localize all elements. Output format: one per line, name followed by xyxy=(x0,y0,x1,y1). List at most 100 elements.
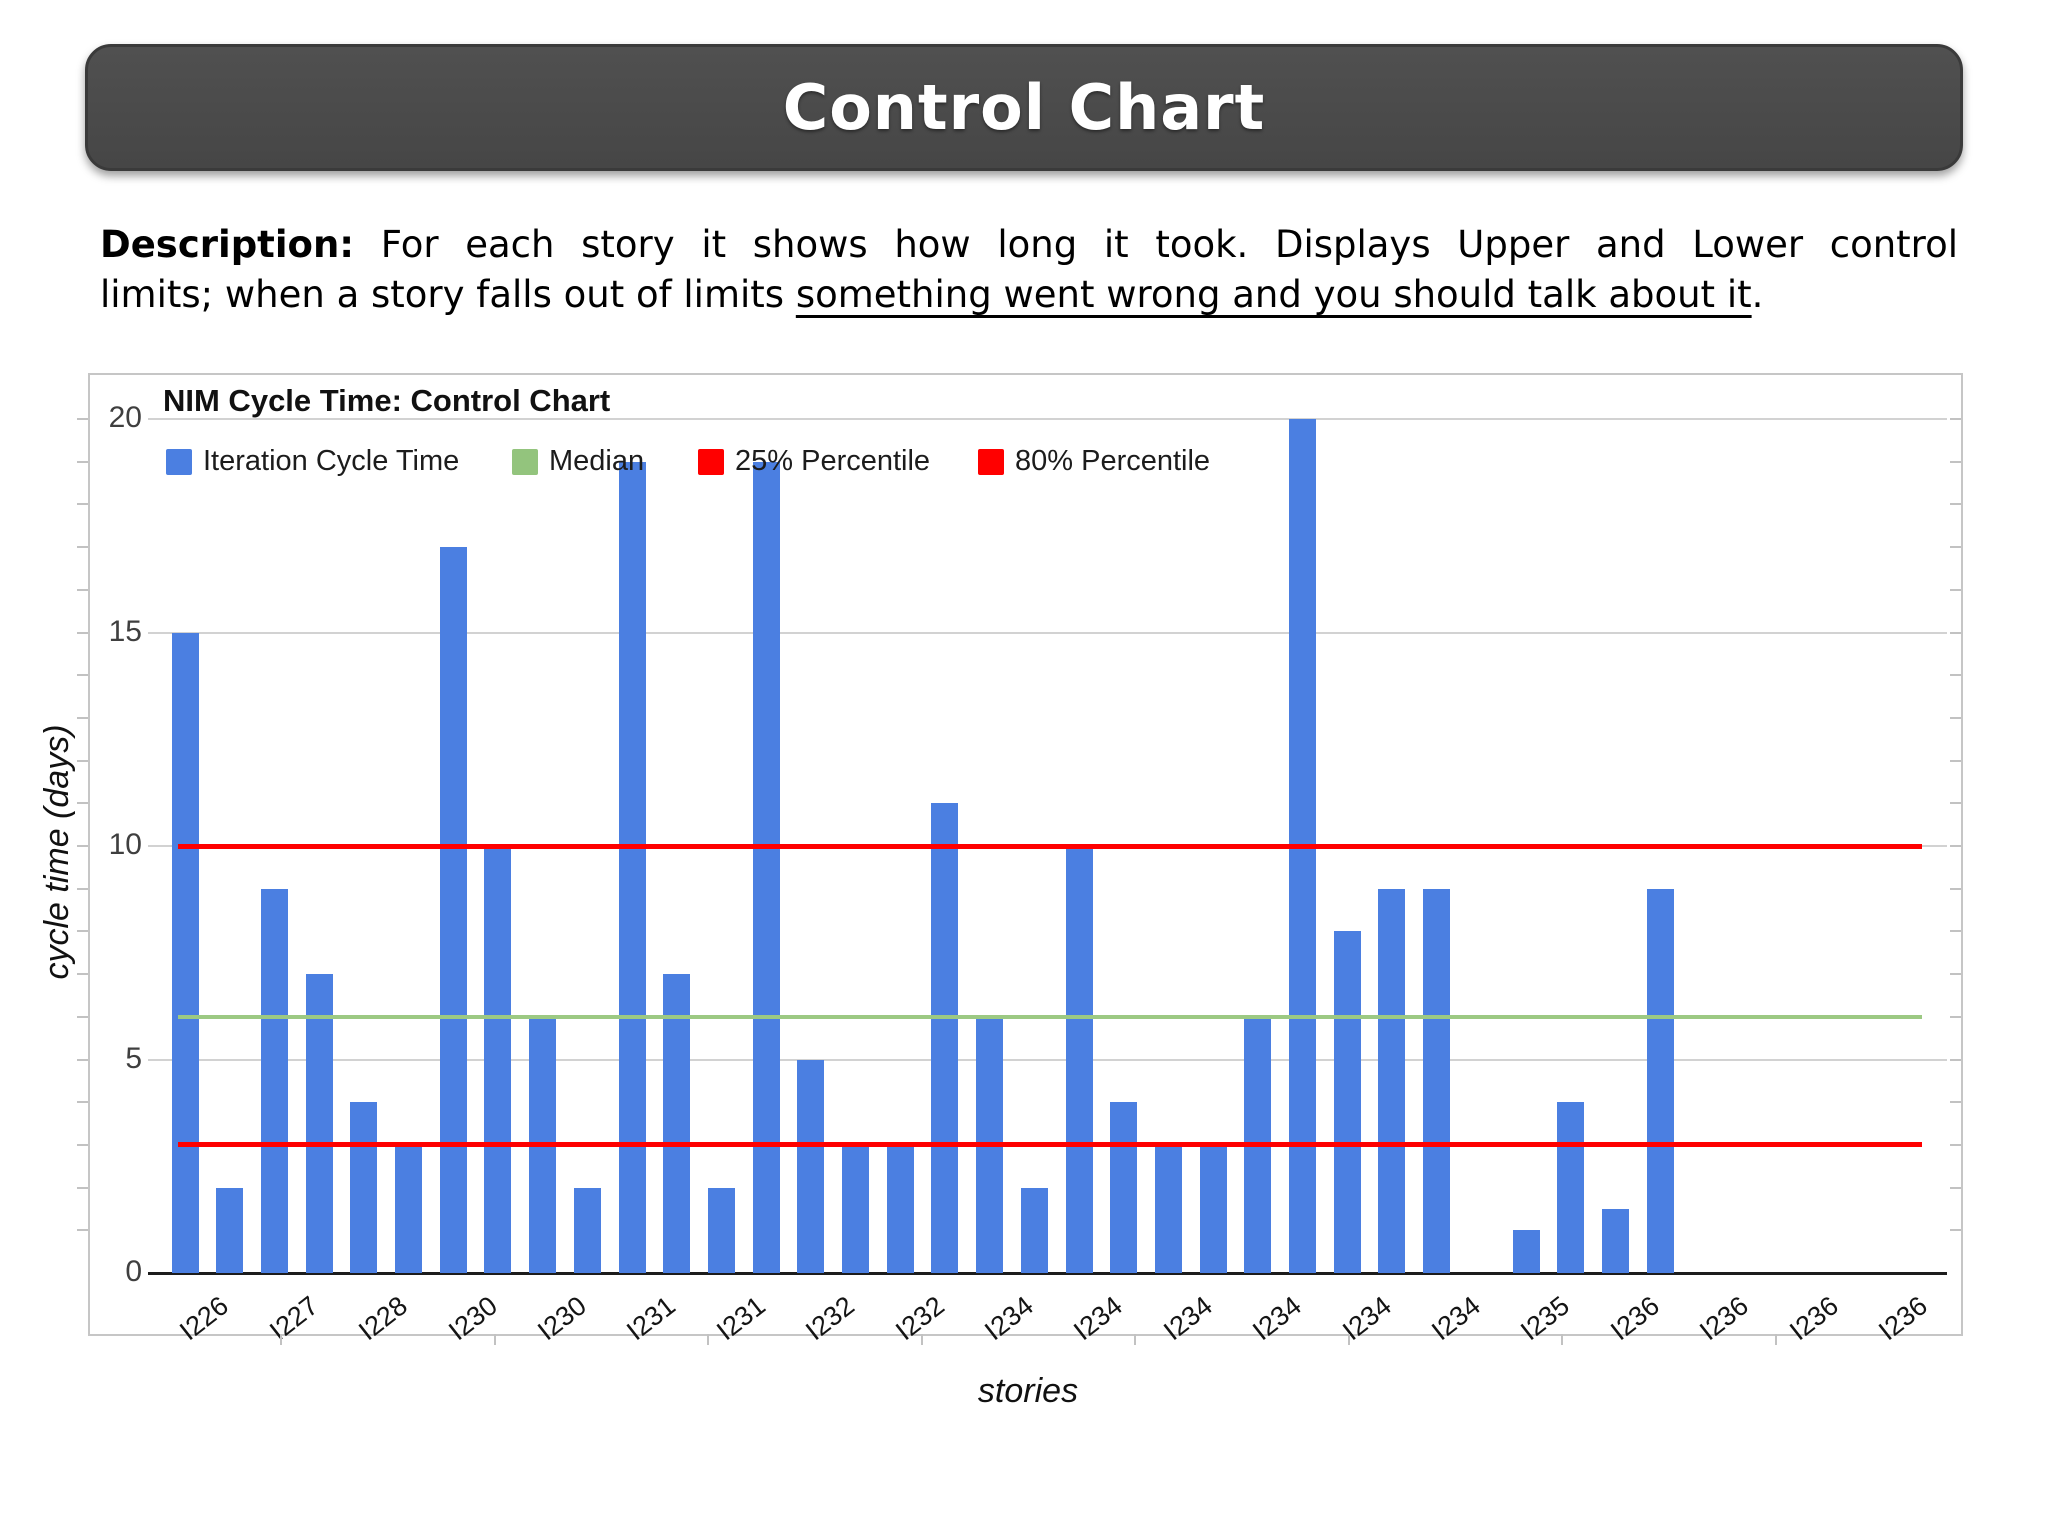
bottom-border-tick xyxy=(920,1334,923,1345)
legend-item: 25% Percentile xyxy=(698,445,930,478)
left-border-tick xyxy=(77,802,88,805)
left-border-tick xyxy=(77,1015,88,1018)
legend-item: Median xyxy=(512,445,644,478)
left-border-tick xyxy=(77,973,88,976)
x-tick-label: I235 xyxy=(1515,1290,1576,1347)
left-border-tick xyxy=(77,546,88,549)
x-tick-label: I231 xyxy=(621,1290,682,1347)
left-border-tick xyxy=(77,716,88,719)
cycle-time-bar xyxy=(260,888,288,1273)
cycle-time-bar xyxy=(1378,888,1406,1273)
cycle-time-bar xyxy=(1154,1144,1182,1273)
bottom-border-tick xyxy=(280,1334,282,1345)
left-border-tick xyxy=(77,887,88,890)
chart-title: NIM Cycle Time: Control Chart xyxy=(163,383,611,418)
y-tick-label: 10 xyxy=(108,828,142,861)
left-border-tick xyxy=(77,845,88,847)
cycle-time-bar xyxy=(1020,1187,1048,1273)
legend-label: Iteration Cycle Time xyxy=(203,445,460,477)
right-border-tick xyxy=(1950,759,1961,762)
cycle-time-bar xyxy=(439,547,467,1273)
x-tick-label: I226 xyxy=(174,1290,235,1347)
bottom-border-tick xyxy=(1774,1334,1777,1345)
right-border-tick xyxy=(1950,716,1961,719)
cycle-time-bar xyxy=(886,1144,914,1273)
cycle-time-bar xyxy=(842,1144,869,1273)
cycle-time-bar xyxy=(1199,1144,1227,1273)
lower-percentile-line xyxy=(178,1142,1922,1148)
gridline-5 xyxy=(148,1058,1947,1061)
cycle-time-bar xyxy=(618,461,646,1273)
cycle-time-bar xyxy=(171,632,199,1273)
right-border-tick xyxy=(1950,588,1961,591)
title-bar: Control Chart xyxy=(85,44,1963,171)
right-border-tick xyxy=(1950,1058,1961,1061)
x-tick-label: I236 xyxy=(1694,1290,1755,1347)
x-tick-label: I230 xyxy=(531,1290,592,1347)
x-tick-label: I236 xyxy=(1783,1290,1844,1347)
bottom-border-tick xyxy=(1561,1334,1563,1345)
legend-swatch xyxy=(166,448,192,475)
legend-label: Median xyxy=(549,445,645,477)
x-tick-label: I228 xyxy=(353,1290,414,1347)
page-title: Control Chart xyxy=(782,71,1266,144)
left-border-tick xyxy=(77,460,88,463)
bottom-border-tick xyxy=(1347,1334,1350,1345)
legend-swatch xyxy=(512,448,538,475)
description-label: Description: xyxy=(100,223,355,266)
right-border-tick xyxy=(1950,418,1961,420)
cycle-time-bar xyxy=(707,1187,735,1273)
right-border-tick xyxy=(1950,845,1961,847)
legend-label: 80% Percentile xyxy=(1015,445,1211,477)
x-tick-label: I234 xyxy=(1157,1290,1218,1347)
y-tick-label: 0 xyxy=(125,1255,142,1288)
right-border-tick xyxy=(1950,546,1961,549)
legend-item: Iteration Cycle Time xyxy=(166,445,459,478)
right-border-tick xyxy=(1950,1143,1961,1146)
x-axis-title: stories xyxy=(977,1372,1079,1410)
cycle-time-bar xyxy=(484,846,512,1273)
x-tick-label: I234 xyxy=(1068,1290,1129,1347)
x-axis-line xyxy=(148,1272,1947,1275)
x-tick-label: I231 xyxy=(710,1290,771,1347)
right-border-tick xyxy=(1950,674,1961,677)
description-line-2: limits; when a story falls out of limits… xyxy=(100,270,1958,320)
x-tick-label: I234 xyxy=(1425,1290,1486,1347)
description: Description: For each story it shows how… xyxy=(100,220,1958,320)
left-border-tick xyxy=(77,1186,88,1189)
description-text: For each story it shows how long it took… xyxy=(354,223,1958,266)
x-tick-label: I234 xyxy=(1336,1290,1397,1347)
x-tick-label: I234 xyxy=(1247,1290,1308,1347)
left-border-tick xyxy=(77,930,88,933)
x-tick-label: I236 xyxy=(1872,1290,1933,1347)
legend-label: 25% Percentile xyxy=(735,445,931,477)
x-tick-label: I236 xyxy=(1604,1290,1665,1347)
right-border-tick xyxy=(1950,1015,1961,1018)
bottom-border-tick xyxy=(493,1334,496,1345)
cycle-time-bar xyxy=(1110,1102,1138,1273)
cycle-time-bar xyxy=(350,1102,378,1273)
x-tick-label: I232 xyxy=(800,1290,861,1347)
legend-item: 80% Percentile xyxy=(978,445,1210,478)
cycle-time-bar xyxy=(1601,1208,1629,1273)
description-underlined-text: something went wrong and you should talk… xyxy=(795,273,1752,316)
right-border-tick xyxy=(1950,1229,1961,1232)
cycle-time-bar xyxy=(1423,888,1451,1273)
y-axis-title: cycle time (days) xyxy=(38,724,76,980)
right-border-tick xyxy=(1950,460,1961,463)
left-border-tick xyxy=(77,631,88,634)
right-border-tick xyxy=(1950,631,1961,634)
cycle-time-bar xyxy=(395,1144,422,1273)
y-tick-label: 20 xyxy=(108,401,142,434)
x-tick-label: I227 xyxy=(263,1290,324,1347)
left-border-tick xyxy=(77,674,88,677)
y-tick-label: 5 xyxy=(125,1041,142,1075)
cycle-time-bar xyxy=(752,461,780,1273)
x-tick-label: I234 xyxy=(978,1290,1039,1347)
cycle-time-bar xyxy=(1512,1230,1540,1273)
gridline-15 xyxy=(148,631,1947,634)
cycle-time-bar xyxy=(1333,931,1361,1273)
left-border-tick xyxy=(77,588,88,591)
cycle-time-bar xyxy=(305,974,333,1273)
cycle-time-bar xyxy=(663,974,691,1273)
